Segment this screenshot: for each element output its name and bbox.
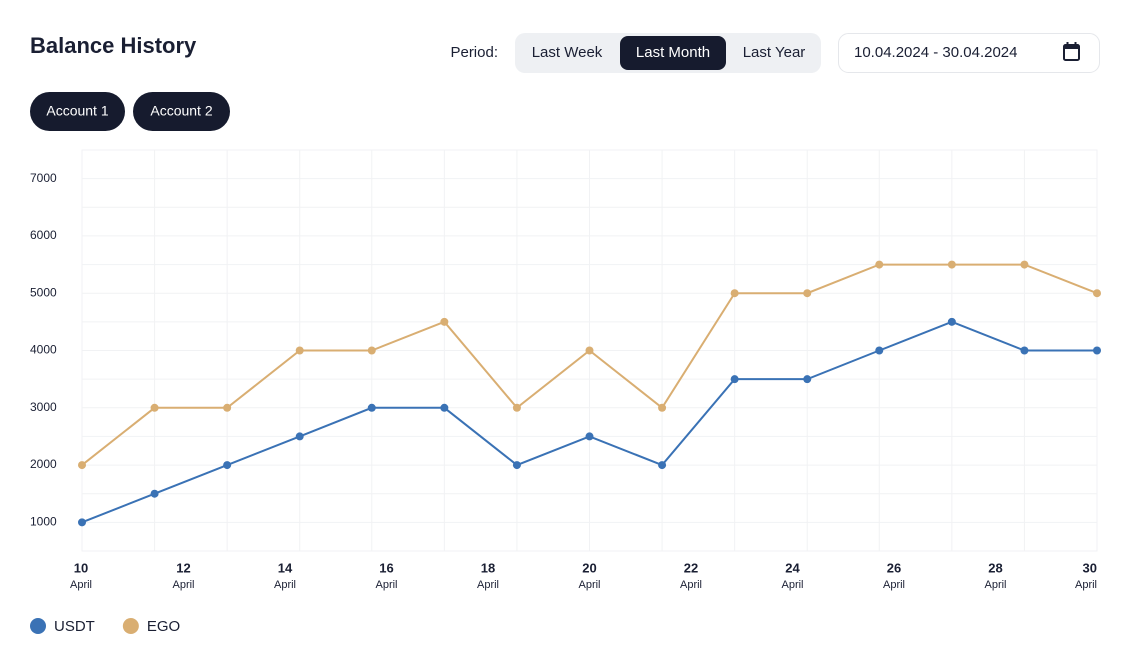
- x-tick-month: April: [984, 579, 1006, 591]
- data-point: [223, 461, 232, 470]
- x-tick-month: April: [578, 579, 600, 591]
- y-tick-label: 2000: [30, 457, 57, 471]
- data-point: [730, 289, 739, 298]
- data-point: [295, 432, 304, 441]
- x-tick-label: 28: [988, 560, 1002, 575]
- data-point: [730, 375, 739, 384]
- period-option[interactable]: Last Month: [636, 44, 710, 61]
- data-point: [947, 317, 956, 326]
- date-picker[interactable]: [838, 33, 1100, 73]
- data-point: [440, 403, 449, 412]
- data-point: [585, 346, 594, 355]
- data-point: [1020, 260, 1029, 269]
- data-point: [875, 260, 884, 269]
- x-tick-label: 26: [887, 560, 901, 575]
- x-tick-label: 20: [582, 560, 596, 575]
- y-tick-label: 6000: [30, 228, 57, 242]
- data-point: [512, 403, 521, 412]
- account-label[interactable]: Account 1: [46, 103, 108, 119]
- data-point: [78, 518, 86, 527]
- account-label[interactable]: Account 2: [150, 103, 212, 119]
- x-tick-month: April: [1075, 579, 1097, 591]
- x-tick-month: April: [477, 579, 499, 591]
- x-tick-label: 22: [684, 560, 698, 575]
- data-point: [512, 461, 521, 470]
- period-option[interactable]: Last Week: [532, 44, 603, 61]
- x-tick-label: 16: [379, 560, 393, 575]
- x-tick-month: April: [274, 579, 296, 591]
- account-button[interactable]: [30, 92, 125, 131]
- x-tick-month: April: [883, 579, 905, 591]
- x-tick-month: April: [70, 579, 92, 591]
- data-point: [947, 260, 956, 269]
- x-tick-label: 14: [278, 560, 293, 575]
- data-point: [150, 489, 159, 498]
- x-tick-month: April: [680, 579, 702, 591]
- calendar-icon[interactable]: [1063, 42, 1080, 61]
- y-tick-label: 3000: [30, 400, 57, 414]
- data-point: [150, 403, 159, 412]
- data-point: [367, 346, 376, 355]
- data-point: [803, 289, 812, 298]
- period-label: Period:: [450, 44, 498, 61]
- period-option[interactable]: Last Year: [743, 44, 806, 61]
- x-tick-label: 12: [176, 560, 190, 575]
- data-point: [1093, 346, 1101, 355]
- data-point: [78, 461, 86, 470]
- x-tick-label: 30: [1083, 560, 1097, 575]
- period-selected[interactable]: [620, 36, 726, 70]
- data-point: [1093, 289, 1101, 298]
- data-point: [1020, 346, 1029, 355]
- x-tick-label: 18: [481, 560, 495, 575]
- y-tick-label: 7000: [30, 171, 57, 185]
- x-tick-label: 10: [74, 560, 88, 575]
- title: Balance History: [30, 33, 197, 58]
- data-point: [658, 403, 667, 412]
- data-point: [585, 432, 594, 441]
- legend-swatch[interactable]: [122, 618, 139, 634]
- y-tick-label: 1000: [30, 515, 57, 529]
- data-point: [295, 346, 304, 355]
- legend-swatch[interactable]: [30, 618, 46, 634]
- legend-label[interactable]: EGO: [147, 618, 180, 635]
- x-tick-month: April: [172, 579, 194, 591]
- account-button[interactable]: [133, 92, 230, 131]
- data-point: [875, 346, 884, 355]
- legend-label[interactable]: USDT: [54, 618, 95, 635]
- data-point: [440, 317, 449, 326]
- date-range: 10.04.2024 - 30.04.2024: [854, 44, 1017, 61]
- x-tick-month: April: [781, 579, 803, 591]
- data-point: [223, 403, 232, 412]
- x-tick-month: April: [375, 579, 397, 591]
- data-point: [803, 375, 812, 384]
- y-tick-label: 4000: [30, 343, 57, 357]
- y-tick-label: 5000: [30, 285, 57, 299]
- data-point: [658, 461, 667, 470]
- x-tick-label: 24: [785, 560, 800, 575]
- data-point: [367, 403, 376, 412]
